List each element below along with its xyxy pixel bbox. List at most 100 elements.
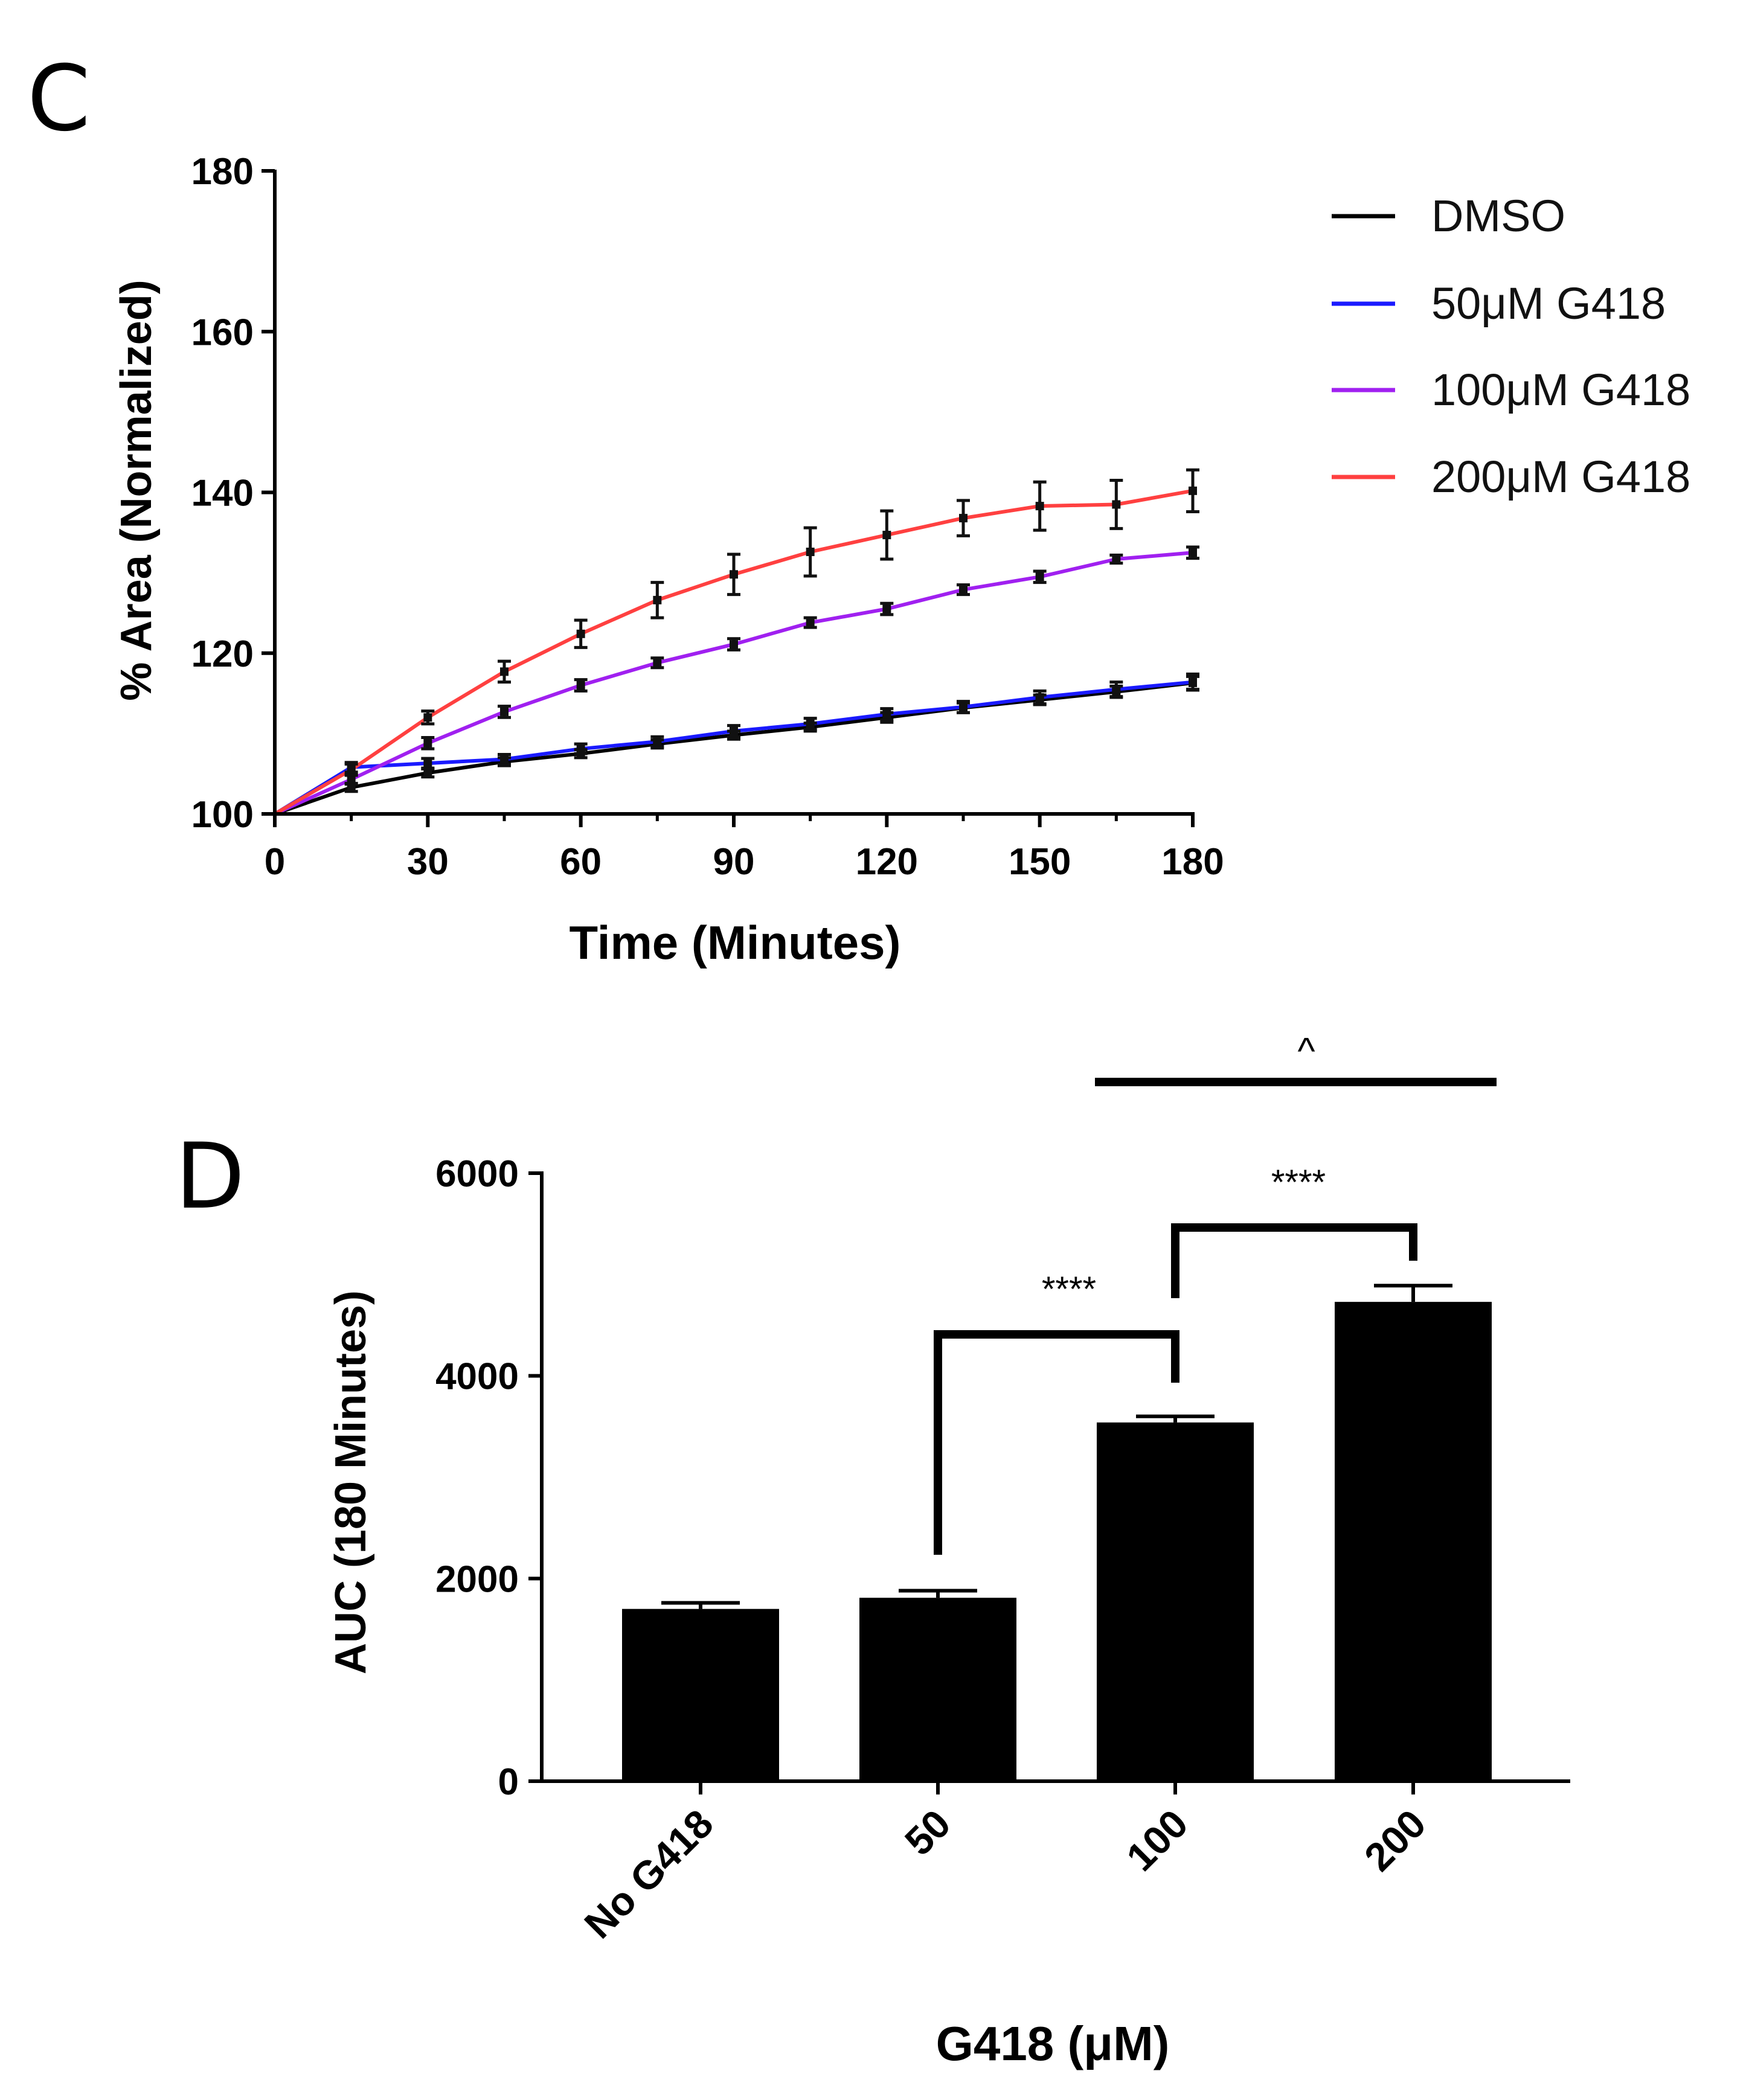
series-line-1 (274, 680, 1193, 816)
data-point (1035, 502, 1044, 511)
y-axis-title: AUC (180 Minutes) (327, 1290, 375, 1674)
error-bar (1033, 569, 1047, 584)
error-bar (1186, 468, 1199, 513)
data-point (1189, 677, 1197, 687)
x-tick-label: 200 (1356, 1801, 1434, 1880)
significance-bracket (1171, 1223, 1417, 1298)
data-point (730, 726, 738, 735)
data-point (423, 759, 432, 768)
error-bar (650, 656, 664, 670)
data-point (1112, 685, 1121, 694)
error-bar (803, 717, 817, 731)
error-bar (957, 700, 970, 714)
bar-0 (622, 1609, 779, 1781)
data-point (1112, 554, 1121, 563)
error-bar (421, 757, 435, 770)
data-point (730, 570, 738, 579)
data-point (500, 755, 509, 764)
error-bar (1109, 479, 1123, 530)
significance-label: **** (1042, 1270, 1096, 1309)
y-tick-label: 120 (191, 633, 254, 675)
bar-3 (1335, 1302, 1492, 1781)
data-point (500, 667, 509, 676)
y-tick-label: 4000 (435, 1356, 519, 1398)
data-point (882, 604, 891, 613)
error-bar (650, 735, 664, 748)
y-tick-label: 160 (191, 312, 254, 353)
error-bar (1109, 680, 1123, 699)
bar-chart-panel: D 0 2000 4000 6000 No G418 50 100 200 **** **** ^… (175, 1031, 1570, 2070)
x-tick-label: 120 (856, 841, 918, 883)
error-bar (344, 762, 358, 777)
series-line-0 (274, 681, 1193, 816)
legend-label-1: 50μM G418 (1431, 278, 1666, 328)
data-point (653, 737, 662, 746)
y-tick-label: 140 (191, 473, 254, 514)
error-bar (498, 705, 511, 719)
data-point (730, 640, 738, 649)
panel-label-d: D (175, 1124, 245, 1229)
data-point (347, 775, 356, 784)
error-bar (803, 526, 817, 578)
data-point (882, 531, 891, 540)
panel-label-c: C (27, 46, 91, 152)
error-bar (727, 637, 740, 651)
data-point (806, 618, 815, 627)
error-bar (498, 752, 511, 766)
line-chart-panel: C 100 120 140 160 180 0 30 60 90 120 150 180 % Area… (27, 46, 1690, 969)
y-axis-title: % Area (Normalized) (112, 280, 161, 701)
y-tick-label: 2000 (435, 1558, 519, 1600)
bar-1 (859, 1598, 1016, 1781)
x-tick-label: 0 (265, 841, 285, 883)
data-point (806, 719, 815, 728)
error-bar (574, 678, 588, 693)
data-point (423, 738, 432, 747)
data-point (882, 709, 891, 719)
bar-2 (1097, 1422, 1254, 1781)
y-tick-label: 6000 (435, 1153, 519, 1195)
x-tick-label: 150 (1009, 841, 1071, 883)
x-tick-label: 30 (407, 841, 449, 883)
data-point (806, 548, 815, 557)
x-tick-label: No G418 (576, 1801, 722, 1947)
data-point (576, 744, 585, 754)
error-bar (727, 552, 740, 597)
data-point (500, 707, 509, 716)
bracket-line (934, 1330, 1179, 1555)
bracket-line (1171, 1223, 1417, 1298)
legend-label-0: DMSO (1431, 191, 1565, 241)
data-point (423, 769, 432, 778)
error-bar (803, 616, 817, 629)
error-bar (880, 601, 894, 616)
legend: DMSO 50μM G418 100μM G418 200μM G418 (1332, 191, 1690, 502)
data-point (959, 514, 968, 523)
error-bar (574, 618, 588, 649)
y-tick-label: 100 (191, 794, 254, 836)
data-point (1189, 548, 1197, 557)
data-point (576, 681, 585, 690)
error-bar (957, 583, 970, 597)
data-point (423, 713, 432, 722)
y-tick-label: 0 (498, 1761, 519, 1803)
error-bar (880, 509, 894, 561)
error-bar (1186, 672, 1199, 692)
error-bar (421, 736, 435, 751)
error-bar (727, 724, 740, 738)
significance-label: ^ (1297, 1031, 1315, 1072)
error-bar (957, 499, 970, 537)
error-bar (421, 709, 435, 726)
error-bar (880, 707, 894, 722)
x-axis-title: G418 (μM) (936, 2017, 1170, 2070)
x-axis-title: Time (Minutes) (570, 916, 901, 969)
data-point (1112, 500, 1121, 509)
data-point (347, 765, 356, 774)
data-point (653, 658, 662, 667)
error-bar (1109, 553, 1123, 565)
data-point (653, 595, 662, 604)
x-tick-label: 90 (713, 841, 755, 883)
error-bar (498, 659, 511, 684)
y-tick-label: 180 (191, 151, 254, 193)
error-bar (1033, 480, 1047, 532)
error-bar (1033, 689, 1047, 706)
